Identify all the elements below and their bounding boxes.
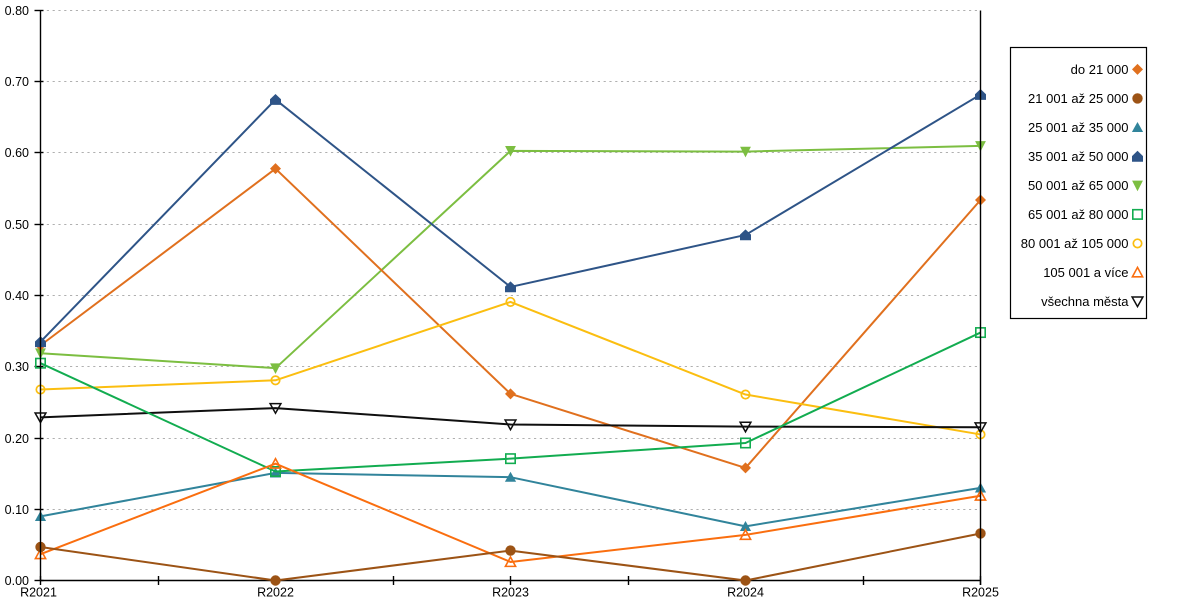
svg-text:65 001 až 80 000: 65 001 až 80 000: [1028, 207, 1128, 222]
svg-text:R2021: R2021: [20, 586, 57, 600]
svg-text:0.40: 0.40: [5, 289, 29, 303]
svg-text:0.10: 0.10: [5, 503, 29, 517]
svg-text:35 001 až 50 000: 35 001 až 50 000: [1028, 149, 1128, 164]
svg-text:do 21 000: do 21 000: [1071, 62, 1129, 77]
svg-text:80 001 až 105 000: 80 001 až 105 000: [1021, 236, 1129, 251]
svg-text:0.20: 0.20: [5, 432, 29, 446]
svg-text:0.30: 0.30: [5, 360, 29, 374]
svg-text:R2024: R2024: [727, 586, 764, 600]
svg-text:R2023: R2023: [492, 586, 529, 600]
svg-text:21 001 až 25 000: 21 001 až 25 000: [1028, 91, 1128, 106]
svg-text:0.00: 0.00: [5, 574, 29, 588]
svg-text:R2025: R2025: [962, 586, 999, 600]
svg-text:R2022: R2022: [257, 586, 294, 600]
svg-text:50 001 až 65 000: 50 001 až 65 000: [1028, 178, 1128, 193]
svg-text:105 001 a více: 105 001 a více: [1043, 265, 1128, 280]
svg-text:všechna města: všechna města: [1041, 294, 1129, 309]
svg-text:0.50: 0.50: [5, 218, 29, 232]
svg-text:0.80: 0.80: [5, 4, 29, 18]
svg-text:0.60: 0.60: [5, 146, 29, 160]
svg-text:25 001 až 35 000: 25 001 až 35 000: [1028, 120, 1128, 135]
svg-text:0.70: 0.70: [5, 75, 29, 89]
